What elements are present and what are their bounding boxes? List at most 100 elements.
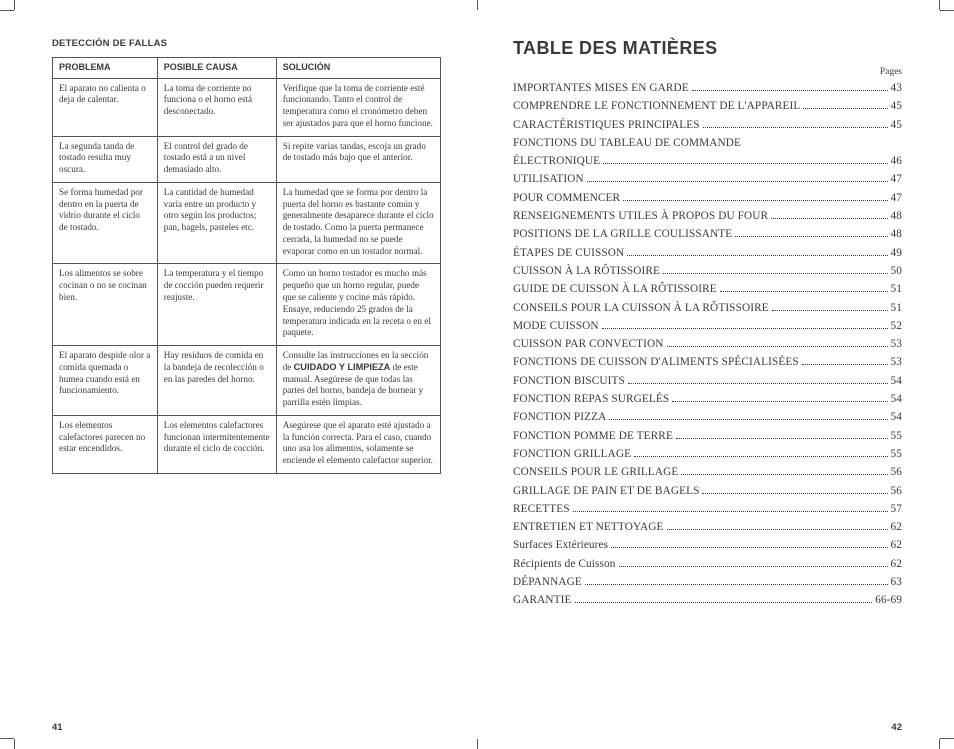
toc-row: IMPORTANTES MISES EN GARDE 43 — [513, 79, 902, 97]
cell-cause: El control del grado de tostado está a u… — [157, 136, 276, 182]
toc-row: RENSEIGNEMENTS UTILES À PROPOS DU FOUR 4… — [513, 207, 902, 225]
toc-title: TABLE DES MATIÈRES — [513, 38, 902, 59]
toc-text: IMPORTANTES MISES EN GARDE — [513, 79, 689, 97]
toc-row: FONCTION POMME DE TERRE 55 — [513, 427, 902, 445]
toc-row: POSITIONS DE LA GRILLE COULISSANTE 48 — [513, 225, 902, 243]
toc-text: RENSEIGNEMENTS UTILES À PROPOS DU FOUR — [513, 207, 768, 225]
cell-problem: Los alimentos se sobre cocinan o no se c… — [53, 264, 158, 346]
toc-text: COMPRENDRE LE FONCTIONNEMENT DE L'APPARE… — [513, 97, 800, 115]
toc-text: Récipients de Cuisson — [513, 555, 616, 573]
toc-dots — [587, 181, 888, 182]
cell-cause: La toma de corriente no funciona o el ho… — [157, 78, 276, 136]
toc-text: FONCTION BISCUITS — [513, 372, 625, 390]
cell-cause: La cantidad de humedad varía entre un pr… — [157, 182, 276, 264]
toc-text: ENTRETIEN ET NETTOYAGE — [513, 518, 664, 536]
toc-dots — [720, 291, 888, 292]
toc-row: UTILISATION 47 — [513, 170, 902, 188]
toc-dots — [667, 346, 888, 347]
page-number-left: 41 — [52, 722, 63, 733]
cell-problem: El aparato despide olor a comida quemada… — [53, 346, 158, 416]
table-row: Los alimentos se sobre cocinan o no se c… — [53, 264, 441, 346]
toc-text: GRILLAGE DE PAIN ET DE BAGELS — [513, 482, 699, 500]
toc-row: Surfaces Extérieures 62 — [513, 536, 902, 554]
toc-dots — [609, 419, 887, 420]
toc-dots — [573, 511, 888, 512]
cell-problem: El aparato no calienta o deja de calenta… — [53, 78, 158, 136]
troubleshoot-heading: DETECCIÓN DE FALLAS — [52, 38, 441, 49]
toc-text: CONSEILS POUR LA CUISSON À LA RÔTISSOIRE — [513, 299, 769, 317]
toc-page: 51 — [891, 299, 903, 317]
toc-dots — [575, 602, 873, 603]
toc-text: MODE CUISSON — [513, 317, 599, 335]
toc-dots — [702, 493, 887, 494]
toc-page: 55 — [891, 445, 903, 463]
toc-page: 49 — [891, 244, 903, 262]
toc-row: GUIDE DE CUISSON À LA RÔTISSOIRE 51 — [513, 280, 902, 298]
toc-text: CARACTÉRISTIQUES PRINCIPALES — [513, 116, 700, 134]
toc-page: 54 — [891, 408, 903, 426]
toc-page: 56 — [891, 482, 903, 500]
cell-solution: Como un horno tostador es mucho más pequ… — [276, 264, 440, 346]
toc-page: 66-69 — [875, 591, 902, 609]
toc-dots — [771, 218, 887, 219]
toc-dots — [602, 328, 888, 329]
toc-row: COMPRENDRE LE FONCTIONNEMENT DE L'APPARE… — [513, 97, 902, 115]
cell-solution: Si repite varias tandas, escoja un grado… — [276, 136, 440, 182]
toc-row: FONCTION BISCUITS 54 — [513, 372, 902, 390]
toc-dots — [611, 547, 887, 548]
toc-page: 45 — [891, 116, 903, 134]
toc-text: UTILISATION — [513, 170, 584, 188]
toc-row: FONCTION PIZZA 54 — [513, 408, 902, 426]
toc-text: POSITIONS DE LA GRILLE COULISSANTE — [513, 225, 732, 243]
toc-text: CUISSON PAR CONVECTION — [513, 335, 664, 353]
toc-page: 52 — [891, 317, 903, 335]
toc-row: POUR COMMENCER 47 — [513, 189, 902, 207]
toc-text: POUR COMMENCER — [513, 189, 620, 207]
toc-page: 63 — [891, 573, 903, 591]
table-row: El aparato despide olor a comida quemada… — [53, 346, 441, 416]
col-problem: PROBLEMA — [53, 58, 158, 79]
toc-dots — [603, 163, 887, 164]
page-right: TABLE DES MATIÈRES Pages IMPORTANTES MIS… — [477, 18, 930, 729]
toc-dots — [681, 474, 887, 475]
table-row: La segunda tanda de tostado resulta muy … — [53, 136, 441, 182]
cell-solution: Verifique que la toma de corriente esté … — [276, 78, 440, 136]
toc-page: 62 — [891, 555, 903, 573]
toc-dots — [585, 584, 888, 585]
toc-page: 57 — [891, 500, 903, 518]
toc-page: 47 — [891, 189, 903, 207]
toc-row: ÉLECTRONIQUE 46 — [513, 152, 902, 170]
toc-page: 62 — [891, 518, 903, 536]
toc-row: CONSEILS POUR LA CUISSON À LA RÔTISSOIRE… — [513, 299, 902, 317]
toc-page: 53 — [891, 335, 903, 353]
toc-row: FONCTION REPAS SURGELÉS 54 — [513, 390, 902, 408]
page-number-right: 42 — [891, 722, 902, 733]
toc-page: 47 — [891, 170, 903, 188]
toc-row: GRILLAGE DE PAIN ET DE BAGELS 56 — [513, 482, 902, 500]
toc-page: 46 — [891, 152, 903, 170]
toc-row: DÉPANNAGE 63 — [513, 573, 902, 591]
toc-list: IMPORTANTES MISES EN GARDE 43COMPRENDRE … — [513, 79, 902, 610]
cell-cause: Los elementos calefactores funcionan int… — [157, 415, 276, 473]
toc-dots — [802, 364, 888, 365]
bold-text: CUIDADO Y LIMPIEZA — [294, 362, 391, 372]
toc-dots — [692, 90, 888, 91]
toc-page: 54 — [891, 372, 903, 390]
toc-text: Surfaces Extérieures — [513, 536, 608, 554]
toc-dots — [628, 383, 888, 384]
cell-cause: La temperatura y el tiempo de cocción pu… — [157, 264, 276, 346]
toc-row: CUISSON PAR CONVECTION 53 — [513, 335, 902, 353]
toc-text: FONCTION GRILLAGE — [513, 445, 631, 463]
cell-problem: La segunda tanda de tostado resulta muy … — [53, 136, 158, 182]
cell-solution: Asegúrese que el aparato esté ajustado a… — [276, 415, 440, 473]
cell-cause: Hay residuos de comida en la bandeja de … — [157, 346, 276, 416]
toc-text: ÉLECTRONIQUE — [513, 152, 600, 170]
toc-page: 56 — [891, 463, 903, 481]
toc-row: FONCTIONS DE CUISSON D'ALIMENTS SPÉCIALI… — [513, 353, 902, 371]
toc-dots — [803, 108, 887, 109]
cell-solution: La humedad que se forma por dentro la pu… — [276, 182, 440, 264]
toc-dots — [627, 255, 887, 256]
col-cause: POSIBLE CAUSA — [157, 58, 276, 79]
toc-page: 45 — [891, 97, 903, 115]
toc-page: 51 — [891, 280, 903, 298]
